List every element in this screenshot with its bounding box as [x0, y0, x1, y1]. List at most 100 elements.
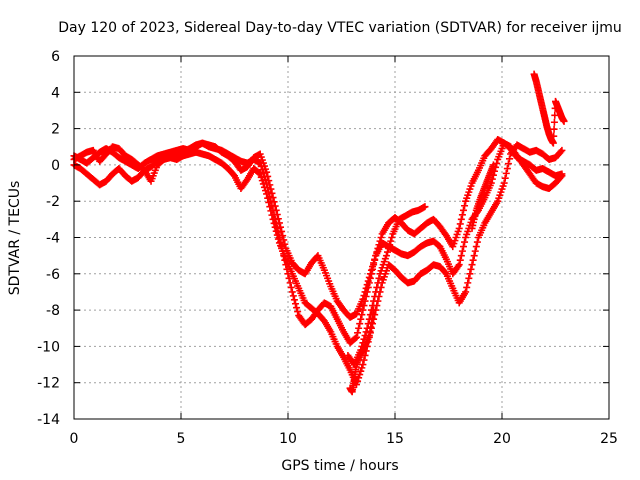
data-point	[558, 170, 566, 178]
data-point	[356, 320, 364, 328]
data-point	[360, 356, 368, 364]
data-point	[382, 252, 390, 260]
y-tick-label: 0	[51, 158, 60, 174]
data-points	[70, 70, 568, 396]
data-point	[454, 262, 462, 270]
data-point	[270, 198, 278, 206]
data-point	[501, 174, 509, 182]
data-point	[471, 247, 479, 255]
data-point	[455, 261, 463, 269]
data-point	[493, 159, 501, 167]
data-point	[455, 224, 463, 232]
data-point	[278, 227, 286, 235]
data-point	[550, 132, 558, 140]
data-point	[374, 244, 382, 252]
data-point	[371, 292, 379, 300]
data-point	[366, 270, 374, 278]
data-point	[385, 244, 393, 252]
data-point	[274, 215, 282, 223]
data-point	[273, 211, 281, 219]
y-tick-label: -2	[46, 194, 60, 210]
data-point	[260, 183, 268, 191]
data-point	[286, 279, 294, 287]
data-point	[360, 302, 368, 310]
data-point	[280, 236, 288, 244]
data-point	[370, 259, 378, 267]
data-point	[502, 169, 510, 177]
data-point	[291, 300, 299, 308]
data-point	[281, 240, 289, 248]
x-tick-label: 15	[386, 431, 404, 447]
y-tick-label: -10	[37, 339, 60, 355]
chart-title: Day 120 of 2023, Sidereal Day-to-day VTE…	[58, 20, 622, 36]
data-point	[370, 297, 378, 305]
data-point	[290, 296, 298, 304]
data-point	[458, 211, 466, 219]
y-tick-label: 4	[51, 85, 60, 101]
data-point	[369, 302, 377, 310]
data-point	[441, 269, 449, 277]
data-point	[263, 168, 271, 176]
data-point	[468, 261, 476, 269]
x-axis-label: GPS time / hours	[281, 458, 398, 474]
data-point	[558, 146, 566, 154]
data-point	[358, 311, 366, 319]
data-point	[371, 255, 379, 263]
data-point	[466, 270, 474, 278]
data-point	[375, 274, 383, 282]
data-point	[456, 220, 464, 228]
data-point	[262, 187, 270, 195]
data-point	[372, 288, 380, 296]
data-point	[551, 111, 559, 119]
data-point	[470, 252, 478, 260]
data-point	[354, 329, 362, 337]
data-point	[550, 125, 558, 133]
data-point	[464, 279, 472, 287]
data-point	[257, 173, 265, 181]
data-point	[355, 324, 363, 332]
data-point	[375, 241, 383, 249]
data-point	[457, 252, 465, 260]
data-point	[256, 170, 264, 178]
x-tick-label: 10	[279, 431, 297, 447]
data-point	[351, 334, 359, 342]
data-point	[373, 248, 381, 256]
data-point	[505, 155, 513, 163]
data-point	[550, 118, 558, 126]
y-axis-label: SDTVAR / TECUs	[7, 181, 23, 296]
data-point	[461, 202, 469, 210]
data-point	[352, 333, 360, 341]
data-point	[384, 248, 392, 256]
axis-ticks: 0 5 10 15 20 25 -14 -12 -10 -8 -6 -4 -2 0 2 4 6	[37, 49, 618, 447]
data-point	[372, 252, 380, 260]
data-point	[266, 181, 274, 189]
data-point	[362, 284, 370, 292]
data-point	[360, 292, 368, 300]
data-point	[363, 281, 371, 289]
data-point	[504, 160, 512, 168]
data-point	[421, 203, 429, 211]
data-point	[255, 169, 263, 177]
data-point	[258, 177, 266, 185]
data-point	[458, 247, 466, 255]
data-point	[367, 266, 375, 274]
data-point	[359, 306, 367, 314]
data-point	[358, 364, 366, 372]
y-tick-label: 2	[51, 122, 60, 138]
data-point	[364, 277, 372, 285]
y-tick-label: -8	[46, 303, 60, 319]
data-point	[503, 165, 511, 173]
data-point	[355, 374, 363, 382]
data-point	[465, 274, 473, 282]
data-point	[374, 279, 382, 287]
data-point	[387, 237, 395, 245]
data-point	[469, 256, 477, 264]
data-point	[373, 283, 381, 291]
data-point	[461, 238, 469, 246]
data-point	[472, 243, 480, 251]
data-point	[463, 283, 471, 291]
y-tick-label: -4	[46, 231, 60, 247]
x-tick-label: 0	[70, 431, 79, 447]
data-point	[376, 237, 384, 245]
